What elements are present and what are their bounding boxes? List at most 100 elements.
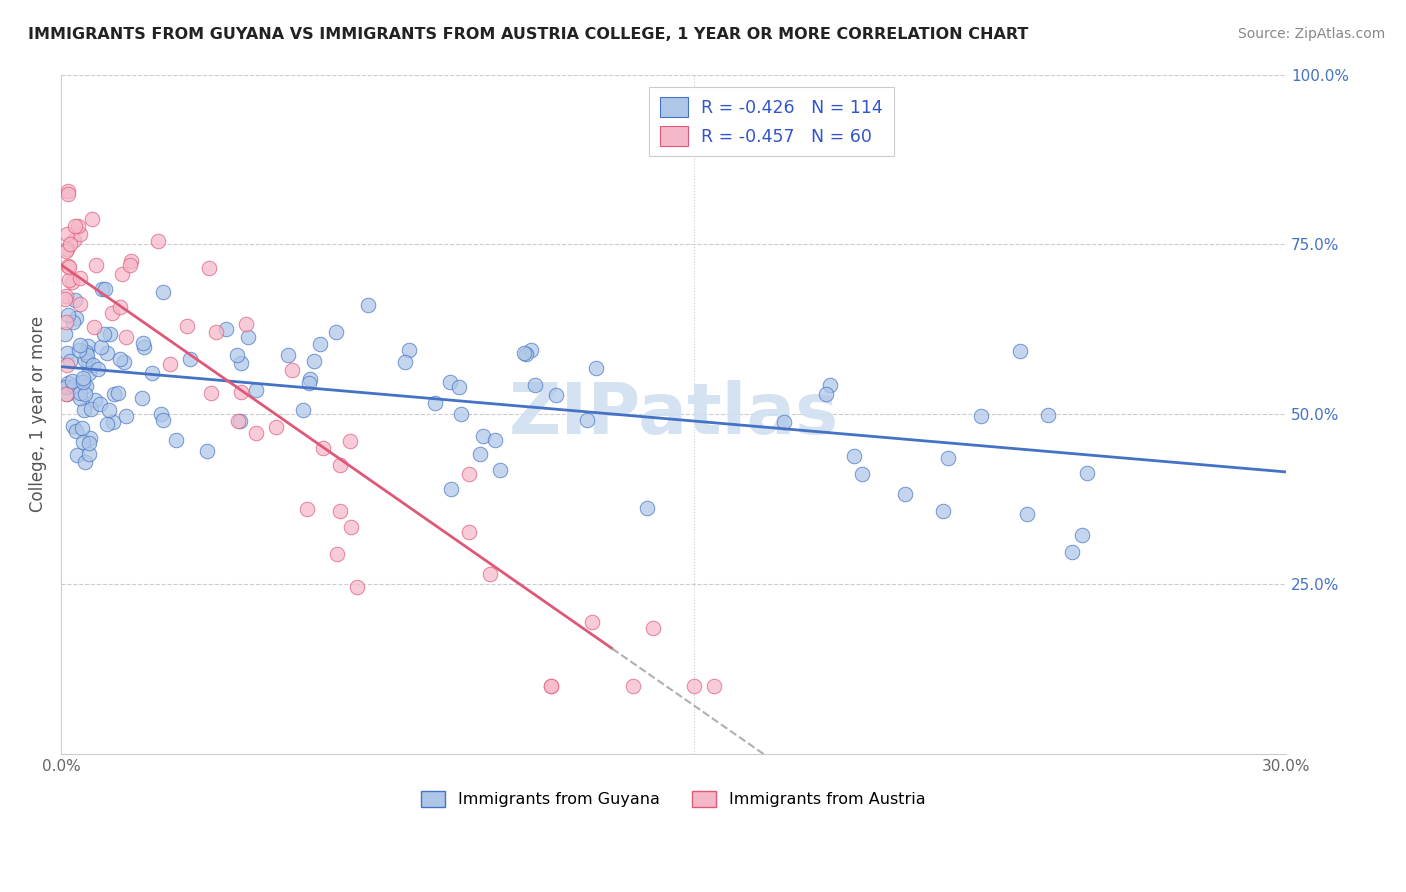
Point bbox=[69, 227, 91, 241]
Point bbox=[55, 315, 77, 329]
Point bbox=[970, 409, 993, 423]
Point bbox=[55, 289, 77, 303]
Point bbox=[69, 386, 91, 401]
Point bbox=[72, 420, 94, 434]
Point bbox=[118, 258, 141, 272]
Point bbox=[226, 414, 249, 428]
Point bbox=[636, 501, 658, 516]
Point bbox=[73, 353, 96, 368]
Point bbox=[69, 297, 91, 311]
Point bbox=[101, 416, 124, 430]
Point bbox=[82, 358, 104, 372]
Point bbox=[53, 292, 76, 306]
Point bbox=[1036, 408, 1059, 422]
Point bbox=[114, 355, 136, 369]
Point bbox=[73, 402, 96, 417]
Point bbox=[1071, 528, 1094, 542]
Point bbox=[73, 454, 96, 468]
Point bbox=[325, 326, 347, 340]
Point bbox=[131, 391, 153, 405]
Point bbox=[59, 354, 82, 368]
Point bbox=[75, 379, 97, 393]
Point bbox=[87, 362, 110, 376]
Point bbox=[76, 339, 98, 353]
Point bbox=[72, 375, 94, 389]
Point bbox=[55, 380, 77, 394]
Point bbox=[1008, 344, 1031, 359]
Point bbox=[62, 315, 84, 329]
Point bbox=[1015, 507, 1038, 521]
Point bbox=[62, 379, 84, 393]
Point bbox=[141, 367, 163, 381]
Point bbox=[56, 260, 79, 274]
Point bbox=[312, 441, 335, 455]
Point bbox=[77, 447, 100, 461]
Point bbox=[114, 409, 136, 424]
Point bbox=[63, 219, 86, 233]
Point bbox=[100, 326, 122, 341]
Text: Source: ZipAtlas.com: Source: ZipAtlas.com bbox=[1237, 27, 1385, 41]
Point bbox=[58, 260, 80, 274]
Point bbox=[65, 425, 87, 439]
Point bbox=[703, 679, 725, 693]
Point bbox=[820, 378, 842, 392]
Point bbox=[60, 374, 83, 388]
Point bbox=[79, 436, 101, 450]
Point bbox=[520, 343, 543, 357]
Point bbox=[56, 346, 79, 360]
Point bbox=[152, 413, 174, 427]
Point bbox=[69, 271, 91, 285]
Point bbox=[132, 340, 155, 354]
Point bbox=[91, 281, 114, 295]
Point bbox=[69, 375, 91, 389]
Point bbox=[84, 393, 107, 408]
Point bbox=[165, 433, 187, 447]
Point bbox=[357, 298, 380, 312]
Point bbox=[55, 386, 77, 401]
Point bbox=[641, 621, 664, 635]
Point bbox=[229, 355, 252, 369]
Point bbox=[66, 219, 89, 233]
Point bbox=[56, 242, 79, 256]
Point bbox=[80, 211, 103, 226]
Point bbox=[60, 275, 83, 289]
Point bbox=[225, 348, 247, 362]
Point bbox=[58, 184, 80, 198]
Point bbox=[58, 273, 80, 287]
Point bbox=[842, 450, 865, 464]
Point bbox=[439, 375, 461, 389]
Point bbox=[295, 502, 318, 516]
Point bbox=[329, 504, 352, 518]
Point bbox=[179, 352, 201, 367]
Point bbox=[245, 425, 267, 440]
Point bbox=[683, 679, 706, 693]
Point bbox=[773, 415, 796, 429]
Point bbox=[264, 420, 287, 434]
Point bbox=[585, 361, 607, 376]
Y-axis label: College, 1 year or more: College, 1 year or more bbox=[30, 316, 46, 512]
Point bbox=[72, 370, 94, 384]
Point bbox=[515, 347, 537, 361]
Point bbox=[544, 388, 567, 402]
Point bbox=[56, 227, 79, 242]
Point bbox=[56, 186, 79, 201]
Point bbox=[149, 407, 172, 421]
Point bbox=[69, 337, 91, 351]
Point bbox=[309, 336, 332, 351]
Point bbox=[76, 348, 98, 362]
Point bbox=[236, 330, 259, 344]
Point bbox=[98, 403, 121, 417]
Point bbox=[58, 309, 80, 323]
Point bbox=[936, 451, 959, 466]
Point bbox=[329, 458, 352, 472]
Point bbox=[108, 300, 131, 314]
Point bbox=[540, 679, 562, 693]
Point bbox=[103, 386, 125, 401]
Point bbox=[121, 254, 143, 268]
Point bbox=[72, 434, 94, 449]
Point bbox=[67, 343, 90, 358]
Point bbox=[63, 233, 86, 247]
Point bbox=[245, 383, 267, 397]
Point bbox=[524, 378, 547, 392]
Point bbox=[159, 357, 181, 371]
